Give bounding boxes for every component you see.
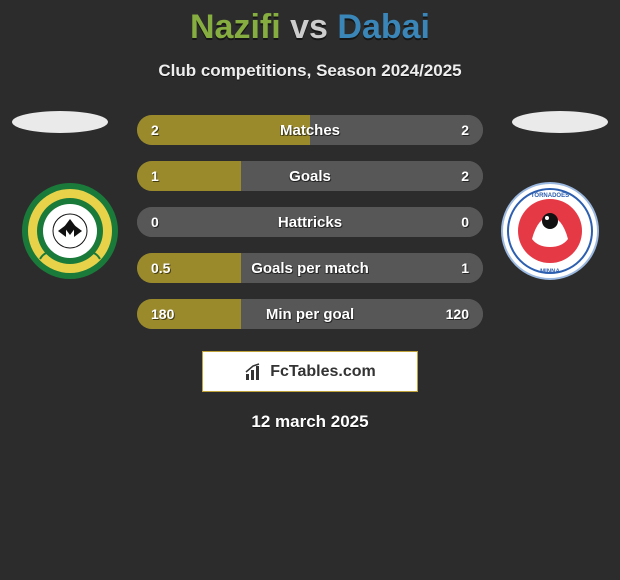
- svg-text:TORNADOES: TORNADOES: [531, 193, 569, 199]
- svg-text:MINNA: MINNA: [540, 269, 560, 275]
- stat-row: 180Min per goal120: [137, 299, 483, 329]
- stat-row: 0Hattricks0: [137, 207, 483, 237]
- stat-label: Goals per match: [137, 260, 483, 277]
- stat-value-right: 2: [461, 168, 469, 184]
- stat-label: Min per goal: [137, 306, 483, 323]
- stat-row: 2Matches2: [137, 115, 483, 145]
- shield-icon: TORNADOES MINNA: [500, 181, 600, 281]
- stat-label: Matches: [137, 122, 483, 139]
- stat-row: 0.5Goals per match1: [137, 253, 483, 283]
- stat-label: Hattricks: [137, 214, 483, 231]
- right-oval-decor: [512, 111, 608, 133]
- comparison-content: TORNADOES MINNA 2Matches21Goals20Hattric…: [0, 115, 620, 432]
- subtitle: Club competitions, Season 2024/2025: [0, 61, 620, 81]
- title-right-player: Dabai: [337, 8, 430, 46]
- stat-label: Goals: [137, 168, 483, 185]
- logo-text: FcTables.com: [270, 363, 376, 381]
- stat-rows: 2Matches21Goals20Hattricks00.5Goals per …: [137, 115, 483, 329]
- stat-row: 1Goals2: [137, 161, 483, 191]
- stat-value-right: 0: [461, 214, 469, 230]
- shield-icon: [20, 181, 120, 281]
- title-left-player: Nazifi: [190, 8, 281, 46]
- stat-value-right: 1: [461, 260, 469, 276]
- title-vs: vs: [290, 8, 328, 46]
- date-label: 12 march 2025: [0, 412, 620, 432]
- stat-value-right: 120: [446, 306, 469, 322]
- right-club-badge: TORNADOES MINNA: [500, 181, 600, 281]
- chart-icon: [244, 362, 264, 382]
- page-title: Nazifi vs Dabai: [0, 0, 620, 47]
- left-club-badge: [20, 181, 120, 281]
- stat-value-right: 2: [461, 122, 469, 138]
- fctables-logo: FcTables.com: [202, 351, 418, 392]
- left-oval-decor: [12, 111, 108, 133]
